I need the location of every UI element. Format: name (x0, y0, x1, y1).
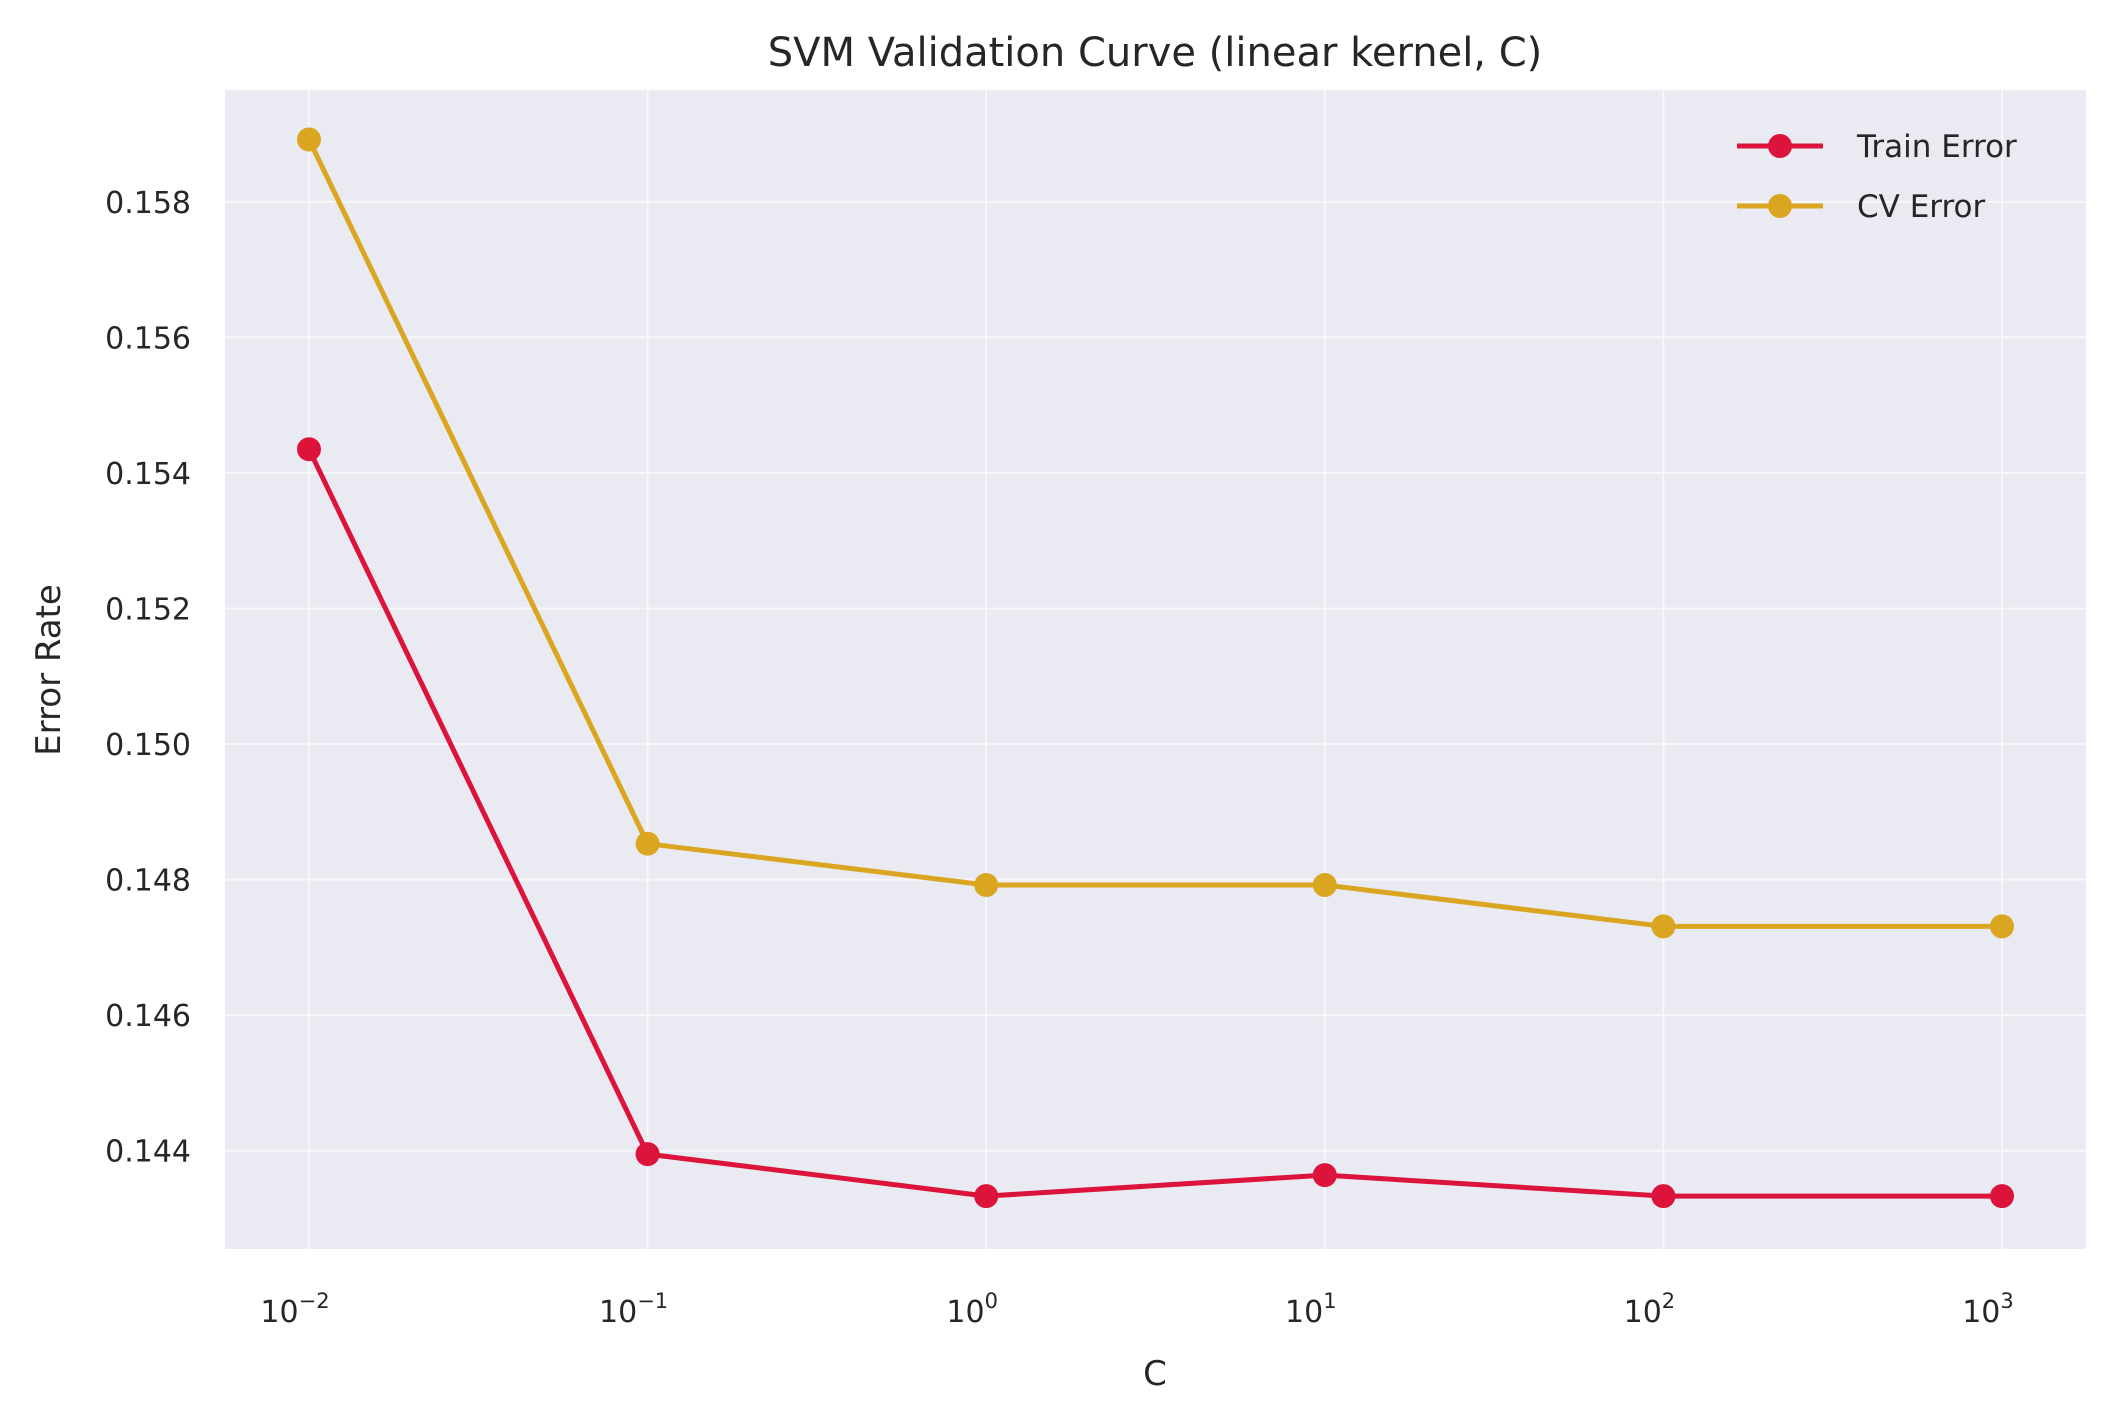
x-tick-exponent: 2 (1662, 1289, 1675, 1313)
legend-marker-2 (1768, 194, 1792, 218)
plot-background (225, 90, 2086, 1249)
series-2-marker (1312, 873, 1337, 898)
legend-label-1: Train Error (1856, 129, 2017, 165)
x-tick-base: 10 (599, 1295, 637, 1330)
x-tick-exponent: 1 (1323, 1289, 1336, 1313)
series-2-marker (297, 127, 321, 152)
series-1-marker (1312, 1163, 1337, 1188)
y-tick-label: 0.148 (105, 864, 191, 899)
series-2-marker (635, 831, 660, 856)
x-tick-base: 10 (946, 1295, 984, 1330)
series-1-marker (974, 1184, 999, 1209)
x-tick-base: 10 (1285, 1295, 1323, 1330)
chart-title: SVM Validation Curve (linear kernel, C) (768, 30, 1543, 76)
y-tick-label: 0.154 (105, 457, 191, 492)
series-2-marker (1990, 914, 2014, 939)
x-tick-exponent: 3 (2000, 1289, 2013, 1313)
y-tick-label: 0.158 (105, 186, 191, 221)
x-tick-label: 10−2 (260, 1289, 329, 1330)
x-tick-base: 10 (260, 1295, 298, 1330)
series-1-marker (1651, 1184, 1676, 1209)
series-2-marker (974, 873, 999, 898)
series-2-marker (1651, 914, 1676, 939)
x-tick-exponent: −1 (637, 1289, 668, 1313)
y-tick-label: 0.150 (105, 728, 191, 763)
series-1-marker (297, 437, 321, 462)
y-tick-label: 0.146 (105, 999, 191, 1034)
x-tick-exponent: 0 (985, 1289, 998, 1313)
series-1-marker (635, 1142, 660, 1167)
series-line-1 (306, 448, 2002, 1199)
x-tick-base: 10 (1624, 1295, 1662, 1330)
series-layer (297, 127, 2014, 1209)
x-tick-exponent: −2 (299, 1289, 330, 1313)
y-axis-title: Error Rate (29, 584, 69, 756)
series-1-marker (1990, 1184, 2014, 1209)
legend-label-2: CV Error (1857, 189, 1986, 225)
y-tick-label: 0.152 (105, 593, 191, 628)
x-tick-label: 101 (1285, 1289, 1337, 1330)
legend: Train Error CV Error (1737, 129, 2017, 225)
x-tick-label: 10−1 (599, 1289, 668, 1330)
series-line-2 (306, 138, 2002, 929)
y-tick-label: 0.156 (105, 321, 191, 356)
x-tick-label: 100 (946, 1289, 998, 1330)
x-tick-base: 10 (1962, 1295, 2000, 1330)
x-axis-title: C (1143, 1354, 1167, 1394)
x-tick-label: 103 (1962, 1289, 2014, 1330)
x-tick-label: 102 (1624, 1289, 1676, 1330)
y-tick-label: 0.144 (105, 1135, 191, 1170)
tick-layer: 10−2 10−1 100 101 102 1030.1440.1460.1480.150… (105, 186, 2014, 1330)
legend-marker-1 (1768, 134, 1792, 158)
